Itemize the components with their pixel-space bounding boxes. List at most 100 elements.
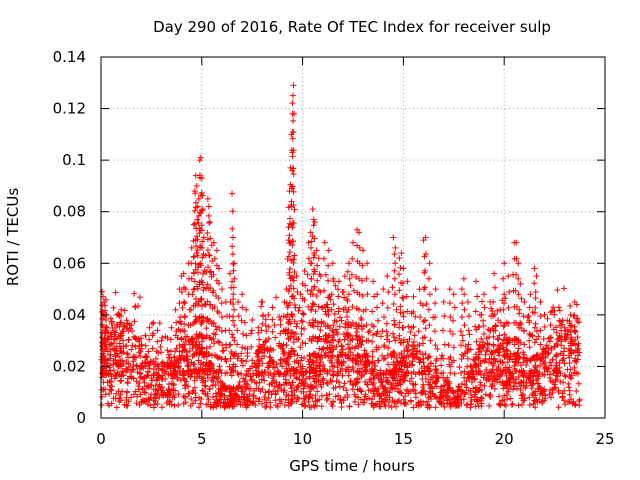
data-point: [347, 349, 354, 356]
data-point: [396, 319, 403, 326]
data-point: [324, 395, 331, 402]
data-point: [366, 395, 373, 402]
data-point: [190, 221, 197, 228]
data-point: [210, 330, 217, 337]
data-point: [257, 388, 264, 395]
data-point: [422, 375, 429, 382]
data-point: [338, 317, 345, 324]
data-point: [381, 401, 388, 408]
data-point: [125, 337, 132, 344]
data-point: [187, 306, 194, 313]
data-point: [124, 375, 131, 382]
data-point: [108, 373, 115, 380]
data-point: [501, 291, 508, 298]
data-point: [345, 291, 352, 298]
data-point: [146, 396, 153, 403]
data-point: [330, 301, 337, 308]
data-point: [204, 298, 211, 305]
data-point: [150, 395, 157, 402]
data-point: [567, 322, 574, 329]
data-point: [361, 347, 368, 354]
data-point: [150, 319, 157, 326]
data-point: [123, 402, 130, 409]
data-point: [262, 322, 269, 329]
data-point: [229, 208, 236, 215]
data-point: [310, 222, 317, 229]
data-point: [258, 355, 265, 362]
data-point: [450, 357, 457, 364]
data-point: [425, 363, 432, 370]
data-point: [341, 380, 348, 387]
data-point: [564, 366, 571, 373]
data-point: [400, 377, 407, 384]
data-point: [467, 346, 474, 353]
data-point: [403, 368, 410, 375]
plot-frame: [100, 56, 606, 419]
data-point: [138, 364, 145, 371]
data-point: [383, 328, 390, 335]
data-point: [449, 387, 456, 394]
data-point: [191, 207, 198, 214]
data-point: [366, 327, 373, 334]
data-point: [324, 345, 331, 352]
data-point: [248, 376, 255, 383]
data-point: [359, 292, 366, 299]
data-point: [441, 341, 448, 348]
data-point: [178, 289, 185, 296]
data-point: [229, 331, 236, 338]
data-point: [327, 357, 334, 364]
data-point: [181, 375, 188, 382]
data-point: [132, 343, 139, 350]
data-point: [301, 379, 308, 386]
data-point: [286, 220, 293, 227]
data-point: [393, 403, 400, 410]
data-point: [249, 357, 256, 364]
data-point: [325, 277, 332, 284]
data-point: [561, 324, 568, 331]
data-point: [422, 350, 429, 357]
data-point: [494, 307, 501, 314]
data-point: [373, 387, 380, 394]
data-point: [305, 255, 312, 262]
data-point: [426, 353, 433, 360]
data-point: [150, 371, 157, 378]
data-point: [219, 314, 226, 321]
data-point: [230, 291, 237, 298]
data-point: [464, 355, 471, 362]
data-point: [238, 350, 245, 357]
data-point: [124, 320, 131, 327]
data-point: [541, 311, 548, 318]
data-point: [532, 364, 539, 371]
data-point: [548, 362, 555, 369]
data-point: [108, 329, 115, 336]
data-point: [137, 348, 144, 355]
data-point: [479, 357, 486, 364]
data-point: [226, 384, 233, 391]
data-point: [330, 275, 337, 282]
data-point: [568, 375, 575, 382]
data-point: [340, 384, 347, 391]
data-point: [156, 320, 163, 327]
data-point: [513, 385, 520, 392]
data-point: [212, 323, 219, 330]
data-point: [213, 400, 220, 407]
data-point: [289, 392, 296, 399]
data-point: [199, 387, 206, 394]
data-point: [530, 354, 537, 361]
data-point: [354, 358, 361, 365]
data-point: [446, 286, 453, 293]
data-point: [490, 313, 497, 320]
data-point: [415, 369, 422, 376]
data-point: [541, 372, 548, 379]
data-point: [325, 353, 332, 360]
data-point: [355, 306, 362, 313]
data-point: [390, 330, 397, 337]
data-point: [414, 347, 421, 354]
data-point: [326, 349, 333, 356]
data-point: [501, 322, 508, 329]
data-point: [204, 281, 211, 288]
data-point: [271, 383, 278, 390]
data-point: [247, 398, 254, 405]
data-point: [471, 357, 478, 364]
data-point: [309, 322, 316, 329]
